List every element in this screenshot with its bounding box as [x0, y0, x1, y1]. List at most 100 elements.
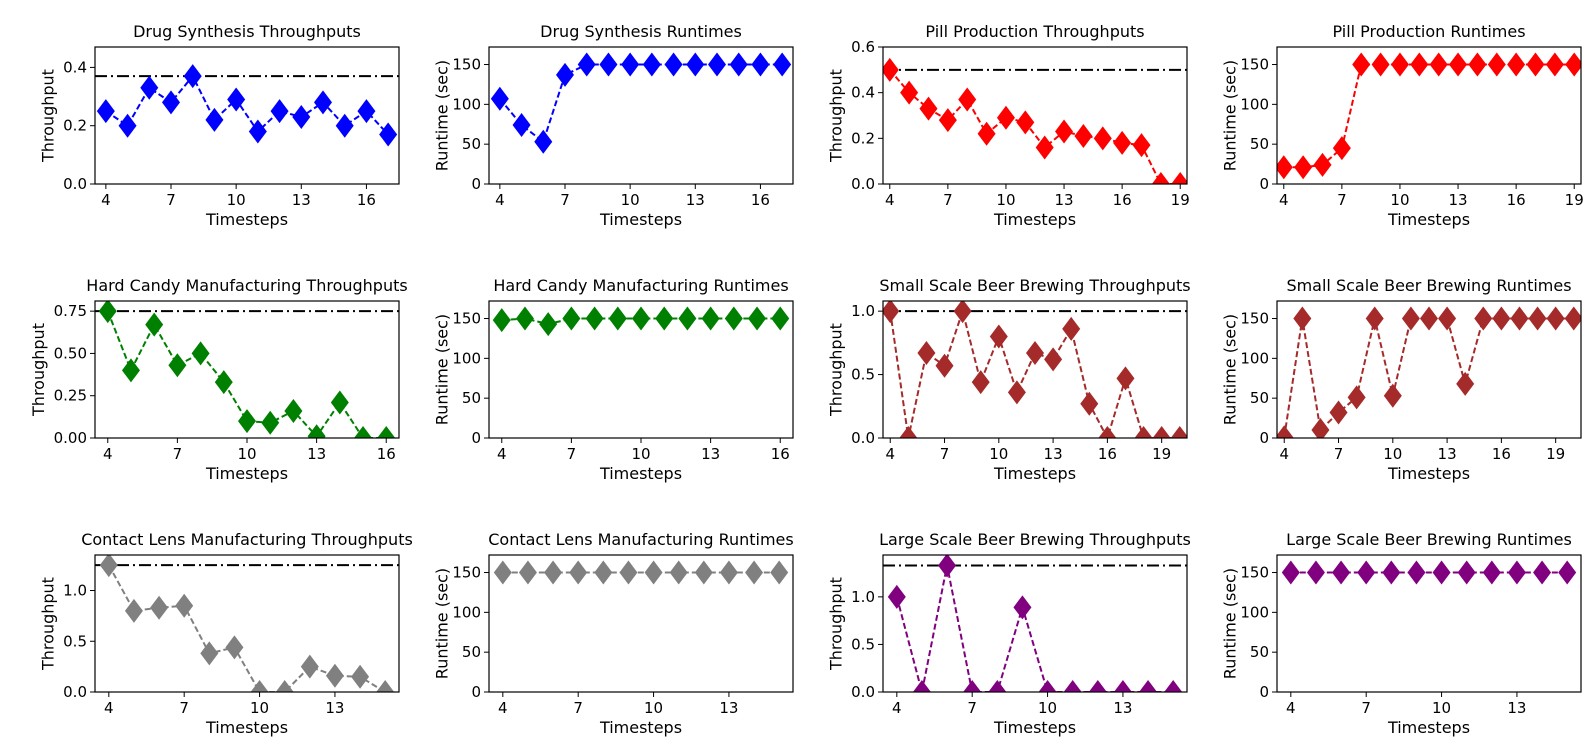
chart-title: Hard Candy Manufacturing Throughputs [86, 276, 407, 295]
x-tick-label: 13 [719, 699, 738, 717]
series-line [889, 69, 1181, 184]
y-tick-label: 1.0 [851, 302, 875, 320]
x-axis-label: Timesteps [205, 718, 288, 737]
chart-panel: Small Scale Beer Brewing Runtimes 4 7 10 13 1… [1220, 276, 1582, 483]
data-point [1507, 52, 1526, 77]
y-tick-label: 0 [471, 683, 481, 701]
data-point [1277, 155, 1293, 180]
x-tick-label: 16 [771, 445, 790, 463]
data-point [1546, 306, 1565, 331]
y-tick-label: 0.0 [851, 175, 875, 193]
x-tick-label: 10 [631, 445, 650, 463]
data-point [1357, 560, 1376, 585]
x-tick-label: 4 [1279, 191, 1289, 209]
data-point [261, 410, 280, 435]
axes-frame [488, 554, 794, 693]
data-point [354, 426, 373, 438]
x-tick-label: 7 [573, 699, 583, 717]
x-tick-label: 4 [498, 699, 508, 717]
data-point [191, 341, 210, 366]
x-tick-label: 10 [989, 445, 1008, 463]
data-point [621, 52, 640, 77]
data-point [594, 560, 613, 585]
data-point [1457, 560, 1476, 585]
data-point [162, 90, 180, 115]
data-point [883, 57, 899, 82]
x-tick-label: 7 [943, 191, 953, 209]
data-point [145, 312, 164, 337]
data-point [719, 560, 738, 585]
y-tick-label: 0.25 [54, 387, 87, 405]
x-tick-label: 13 [1113, 699, 1132, 717]
x-tick-label: 4 [892, 699, 902, 717]
data-point [900, 80, 919, 105]
y-tick-label: 0.50 [54, 344, 87, 362]
data-point [1401, 306, 1420, 331]
data-point [1382, 560, 1401, 585]
data-point [1558, 560, 1577, 585]
chart-panel: Pill Production Throughputs 4 7 10 13 16 19 0.0… [826, 22, 1189, 229]
data-point [686, 52, 705, 77]
data-point [1432, 560, 1451, 585]
y-tick-label: 0.5 [63, 632, 87, 650]
data-point [214, 370, 233, 395]
data-point [1449, 52, 1468, 77]
data-point [183, 64, 202, 89]
x-tick-label: 10 [1038, 699, 1057, 717]
data-point [1528, 306, 1547, 331]
y-tick-label: 0.5 [851, 635, 875, 653]
y-tick-label: 50 [1250, 643, 1269, 661]
data-point [1313, 152, 1332, 177]
chart-title: Hard Candy Manufacturing Runtimes [493, 276, 788, 295]
y-axis-label: Throughput [38, 69, 57, 163]
y-tick-label: 150 [1240, 56, 1269, 74]
data-point [1116, 366, 1135, 391]
x-tick-label: 16 [1507, 191, 1526, 209]
data-point [1383, 383, 1402, 408]
chart-title: Small Scale Beer Brewing Runtimes [1286, 276, 1571, 295]
data-point [963, 680, 982, 692]
data-point [1510, 306, 1529, 331]
x-tick-label: 4 [885, 445, 895, 463]
data-point [1016, 110, 1035, 135]
chart-title: Small Scale Beer Brewing Throughputs [879, 276, 1190, 295]
data-point [917, 341, 936, 366]
x-axis-label: Timesteps [993, 718, 1076, 737]
y-axis-label: Throughput [826, 577, 845, 671]
data-point [935, 353, 954, 378]
chart-title: Pill Production Throughputs [925, 22, 1144, 41]
data-point [1438, 306, 1457, 331]
x-tick-label: 10 [1432, 699, 1451, 717]
data-point [1545, 52, 1564, 77]
x-tick-label: 16 [357, 191, 376, 209]
data-point [632, 306, 650, 331]
chart-panel: Hard Candy Manufacturing Runtimes 4 7 10 13 1… [432, 276, 794, 483]
y-axis-label: Runtime (sec) [432, 568, 451, 679]
data-point [608, 306, 627, 331]
y-tick-label: 0.75 [54, 302, 87, 320]
y-tick-label: 0 [1259, 683, 1269, 701]
data-point [701, 306, 720, 331]
data-point [642, 52, 661, 77]
x-tick-label: 13 [686, 191, 705, 209]
data-point [745, 560, 764, 585]
chart-title: Large Scale Beer Brewing Runtimes [1286, 530, 1572, 549]
data-point [1456, 371, 1475, 396]
data-point [1080, 391, 1099, 416]
axes-frame [882, 300, 1188, 439]
data-point [958, 87, 977, 112]
chart-title: Pill Production Runtimes [1332, 22, 1525, 41]
data-point [678, 306, 697, 331]
series-line [895, 565, 1174, 692]
x-tick-label: 7 [1334, 445, 1344, 463]
y-tick-label: 150 [452, 564, 481, 582]
axes-frame [882, 554, 1188, 693]
data-point [1410, 52, 1429, 77]
data-point [1306, 560, 1325, 585]
data-point [1294, 155, 1313, 180]
series-line [1283, 317, 1574, 438]
data-point [1152, 426, 1171, 438]
series-line [1283, 63, 1575, 169]
data-point [270, 99, 289, 124]
x-tick-label: 4 [497, 445, 507, 463]
